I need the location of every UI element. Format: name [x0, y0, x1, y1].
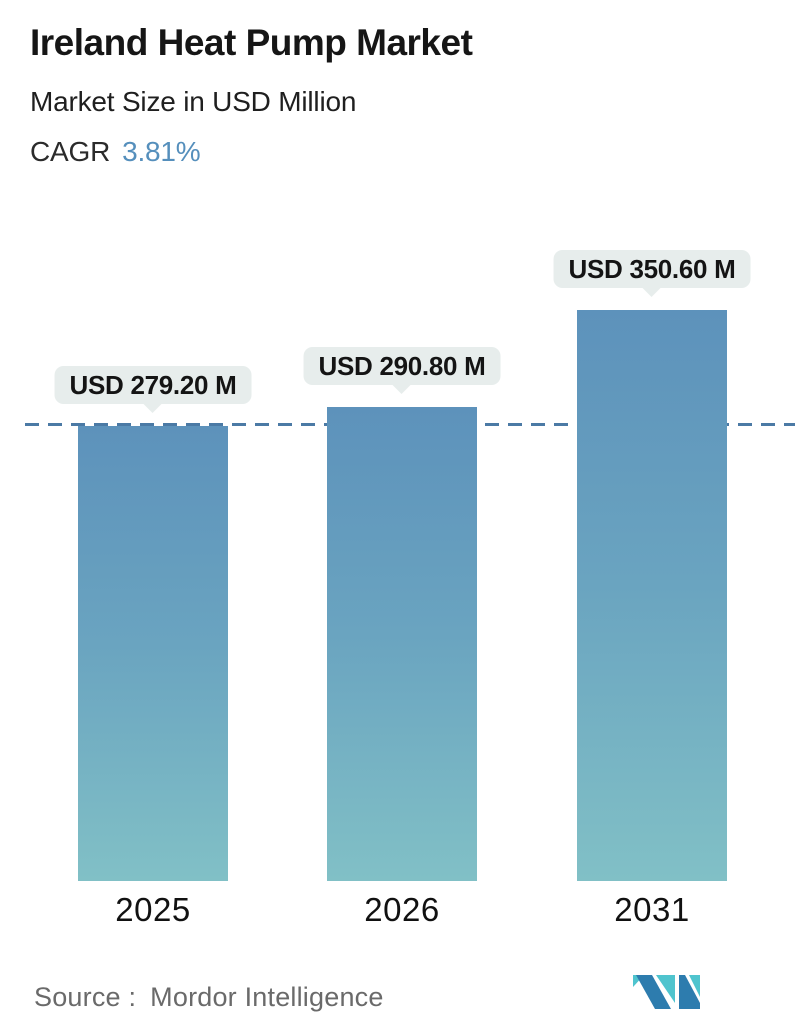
callout-pointer — [392, 384, 412, 394]
x-tick-2026: 2026 — [364, 891, 440, 928]
chart-subtitle: Market Size in USD Million — [30, 86, 357, 117]
page-title: Ireland Heat Pump Market — [30, 22, 473, 63]
logo-m-mark — [633, 975, 700, 1009]
cagr-label: CAGR — [30, 136, 111, 167]
callout-pointer — [642, 287, 662, 297]
bar-2031 — [577, 310, 727, 881]
x-tick-2031: 2031 — [614, 891, 690, 928]
cagr-value: 3.81% — [122, 136, 201, 167]
value-label-2026: USD 290.80 M — [318, 351, 486, 381]
source-label: Source : — [34, 982, 137, 1012]
value-label-2031: USD 350.60 M — [568, 254, 736, 284]
value-callout-2025: USD 279.20 M — [54, 366, 252, 413]
value-callout-2026: USD 290.80 M — [303, 347, 501, 394]
x-tick-2025: 2025 — [115, 891, 191, 928]
bar-2026 — [327, 407, 477, 881]
source-value: Mordor Intelligence — [150, 982, 384, 1012]
bar-2025 — [78, 426, 228, 881]
value-callout-2031: USD 350.60 M — [553, 250, 751, 297]
value-label-2025: USD 279.20 M — [69, 370, 237, 400]
callout-pointer — [143, 403, 163, 413]
cagr-line: CAGR 3.81% — [30, 136, 201, 168]
source-text: Source : Mordor Intelligence — [34, 982, 384, 1013]
mordor-intelligence-logo — [633, 975, 700, 1009]
